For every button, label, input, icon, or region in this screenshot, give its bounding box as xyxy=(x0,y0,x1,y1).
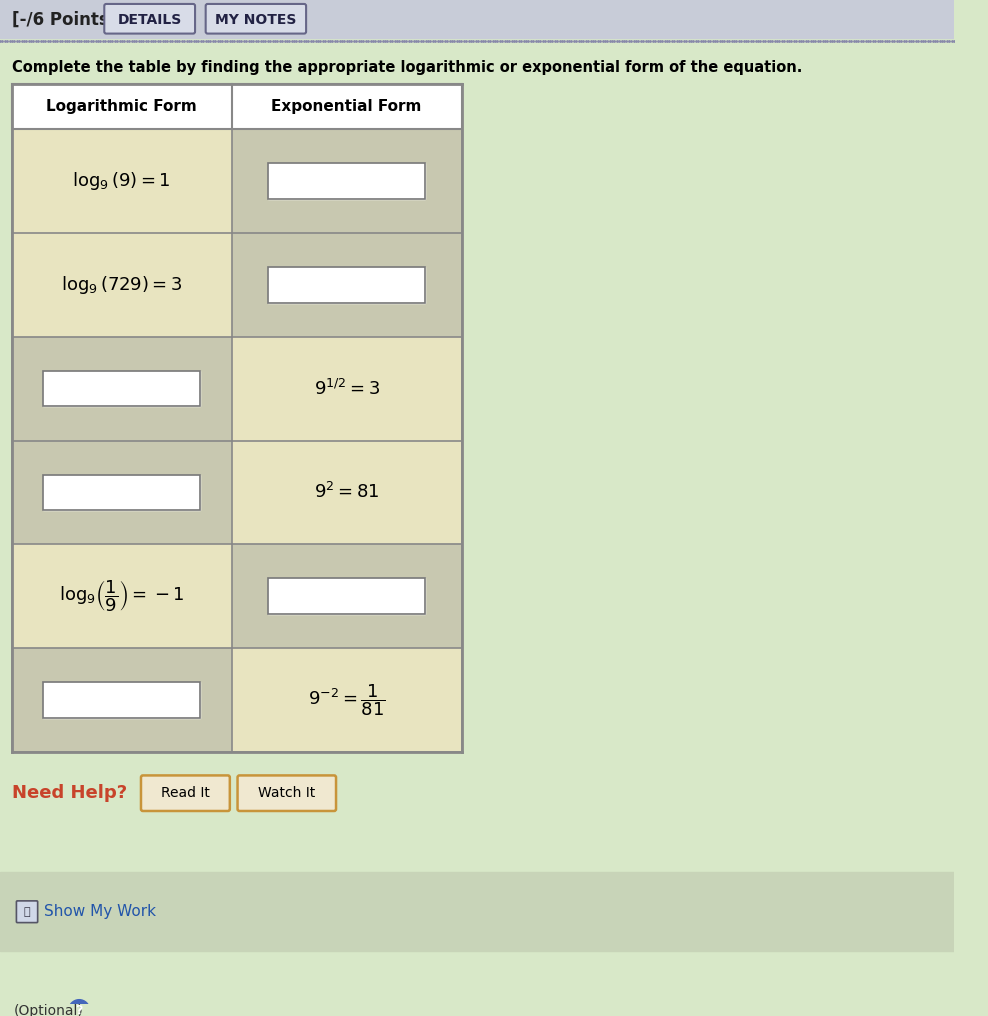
Bar xyxy=(232,441,461,545)
Bar xyxy=(269,578,425,614)
Text: DETAILS: DETAILS xyxy=(118,13,182,26)
Bar xyxy=(0,872,954,951)
Bar xyxy=(12,648,232,752)
Bar xyxy=(232,129,461,233)
Bar xyxy=(43,474,200,510)
FancyBboxPatch shape xyxy=(17,901,38,923)
Text: (Optional): (Optional) xyxy=(14,1004,83,1016)
Text: $\log_9(729) = 3$: $\log_9(729) = 3$ xyxy=(61,274,182,296)
Text: Watch It: Watch It xyxy=(258,786,315,801)
Bar xyxy=(12,545,232,648)
FancyBboxPatch shape xyxy=(105,4,195,34)
Bar xyxy=(12,441,232,545)
Text: Need Help?: Need Help? xyxy=(12,784,126,803)
Bar xyxy=(0,0,954,38)
Circle shape xyxy=(68,1000,90,1016)
Text: [-/6 Points]: [-/6 Points] xyxy=(12,11,116,28)
Text: Exponential Form: Exponential Form xyxy=(272,100,422,114)
Text: MY NOTES: MY NOTES xyxy=(215,13,296,26)
Text: Show My Work: Show My Work xyxy=(44,904,156,919)
Bar xyxy=(269,164,425,199)
FancyBboxPatch shape xyxy=(237,775,336,811)
Text: ?: ? xyxy=(75,1004,83,1016)
Bar xyxy=(43,682,200,717)
Bar xyxy=(269,267,425,303)
Bar xyxy=(232,648,461,752)
Text: ⤢: ⤢ xyxy=(24,906,31,916)
Text: Complete the table by finding the appropriate logarithmic or exponential form of: Complete the table by finding the approp… xyxy=(12,60,802,74)
Bar xyxy=(43,371,200,406)
Bar xyxy=(12,337,232,441)
Bar xyxy=(232,545,461,648)
Bar xyxy=(232,233,461,337)
Bar xyxy=(12,129,232,233)
FancyBboxPatch shape xyxy=(141,775,230,811)
Text: Logarithmic Form: Logarithmic Form xyxy=(46,100,197,114)
Text: $\log_9\!\left(\dfrac{1}{9}\right) = -1$: $\log_9\!\left(\dfrac{1}{9}\right) = -1$ xyxy=(59,578,185,614)
Text: $9^{1/2} = 3$: $9^{1/2} = 3$ xyxy=(313,379,379,398)
Text: Read It: Read It xyxy=(161,786,209,801)
Text: $\log_9(9) = 1$: $\log_9(9) = 1$ xyxy=(72,171,171,192)
Text: $9^2 = 81$: $9^2 = 81$ xyxy=(314,483,379,503)
FancyBboxPatch shape xyxy=(206,4,306,34)
Bar xyxy=(12,84,461,129)
Bar xyxy=(12,233,232,337)
Bar xyxy=(232,337,461,441)
Text: $9^{-2} = \dfrac{1}{81}$: $9^{-2} = \dfrac{1}{81}$ xyxy=(308,682,385,717)
